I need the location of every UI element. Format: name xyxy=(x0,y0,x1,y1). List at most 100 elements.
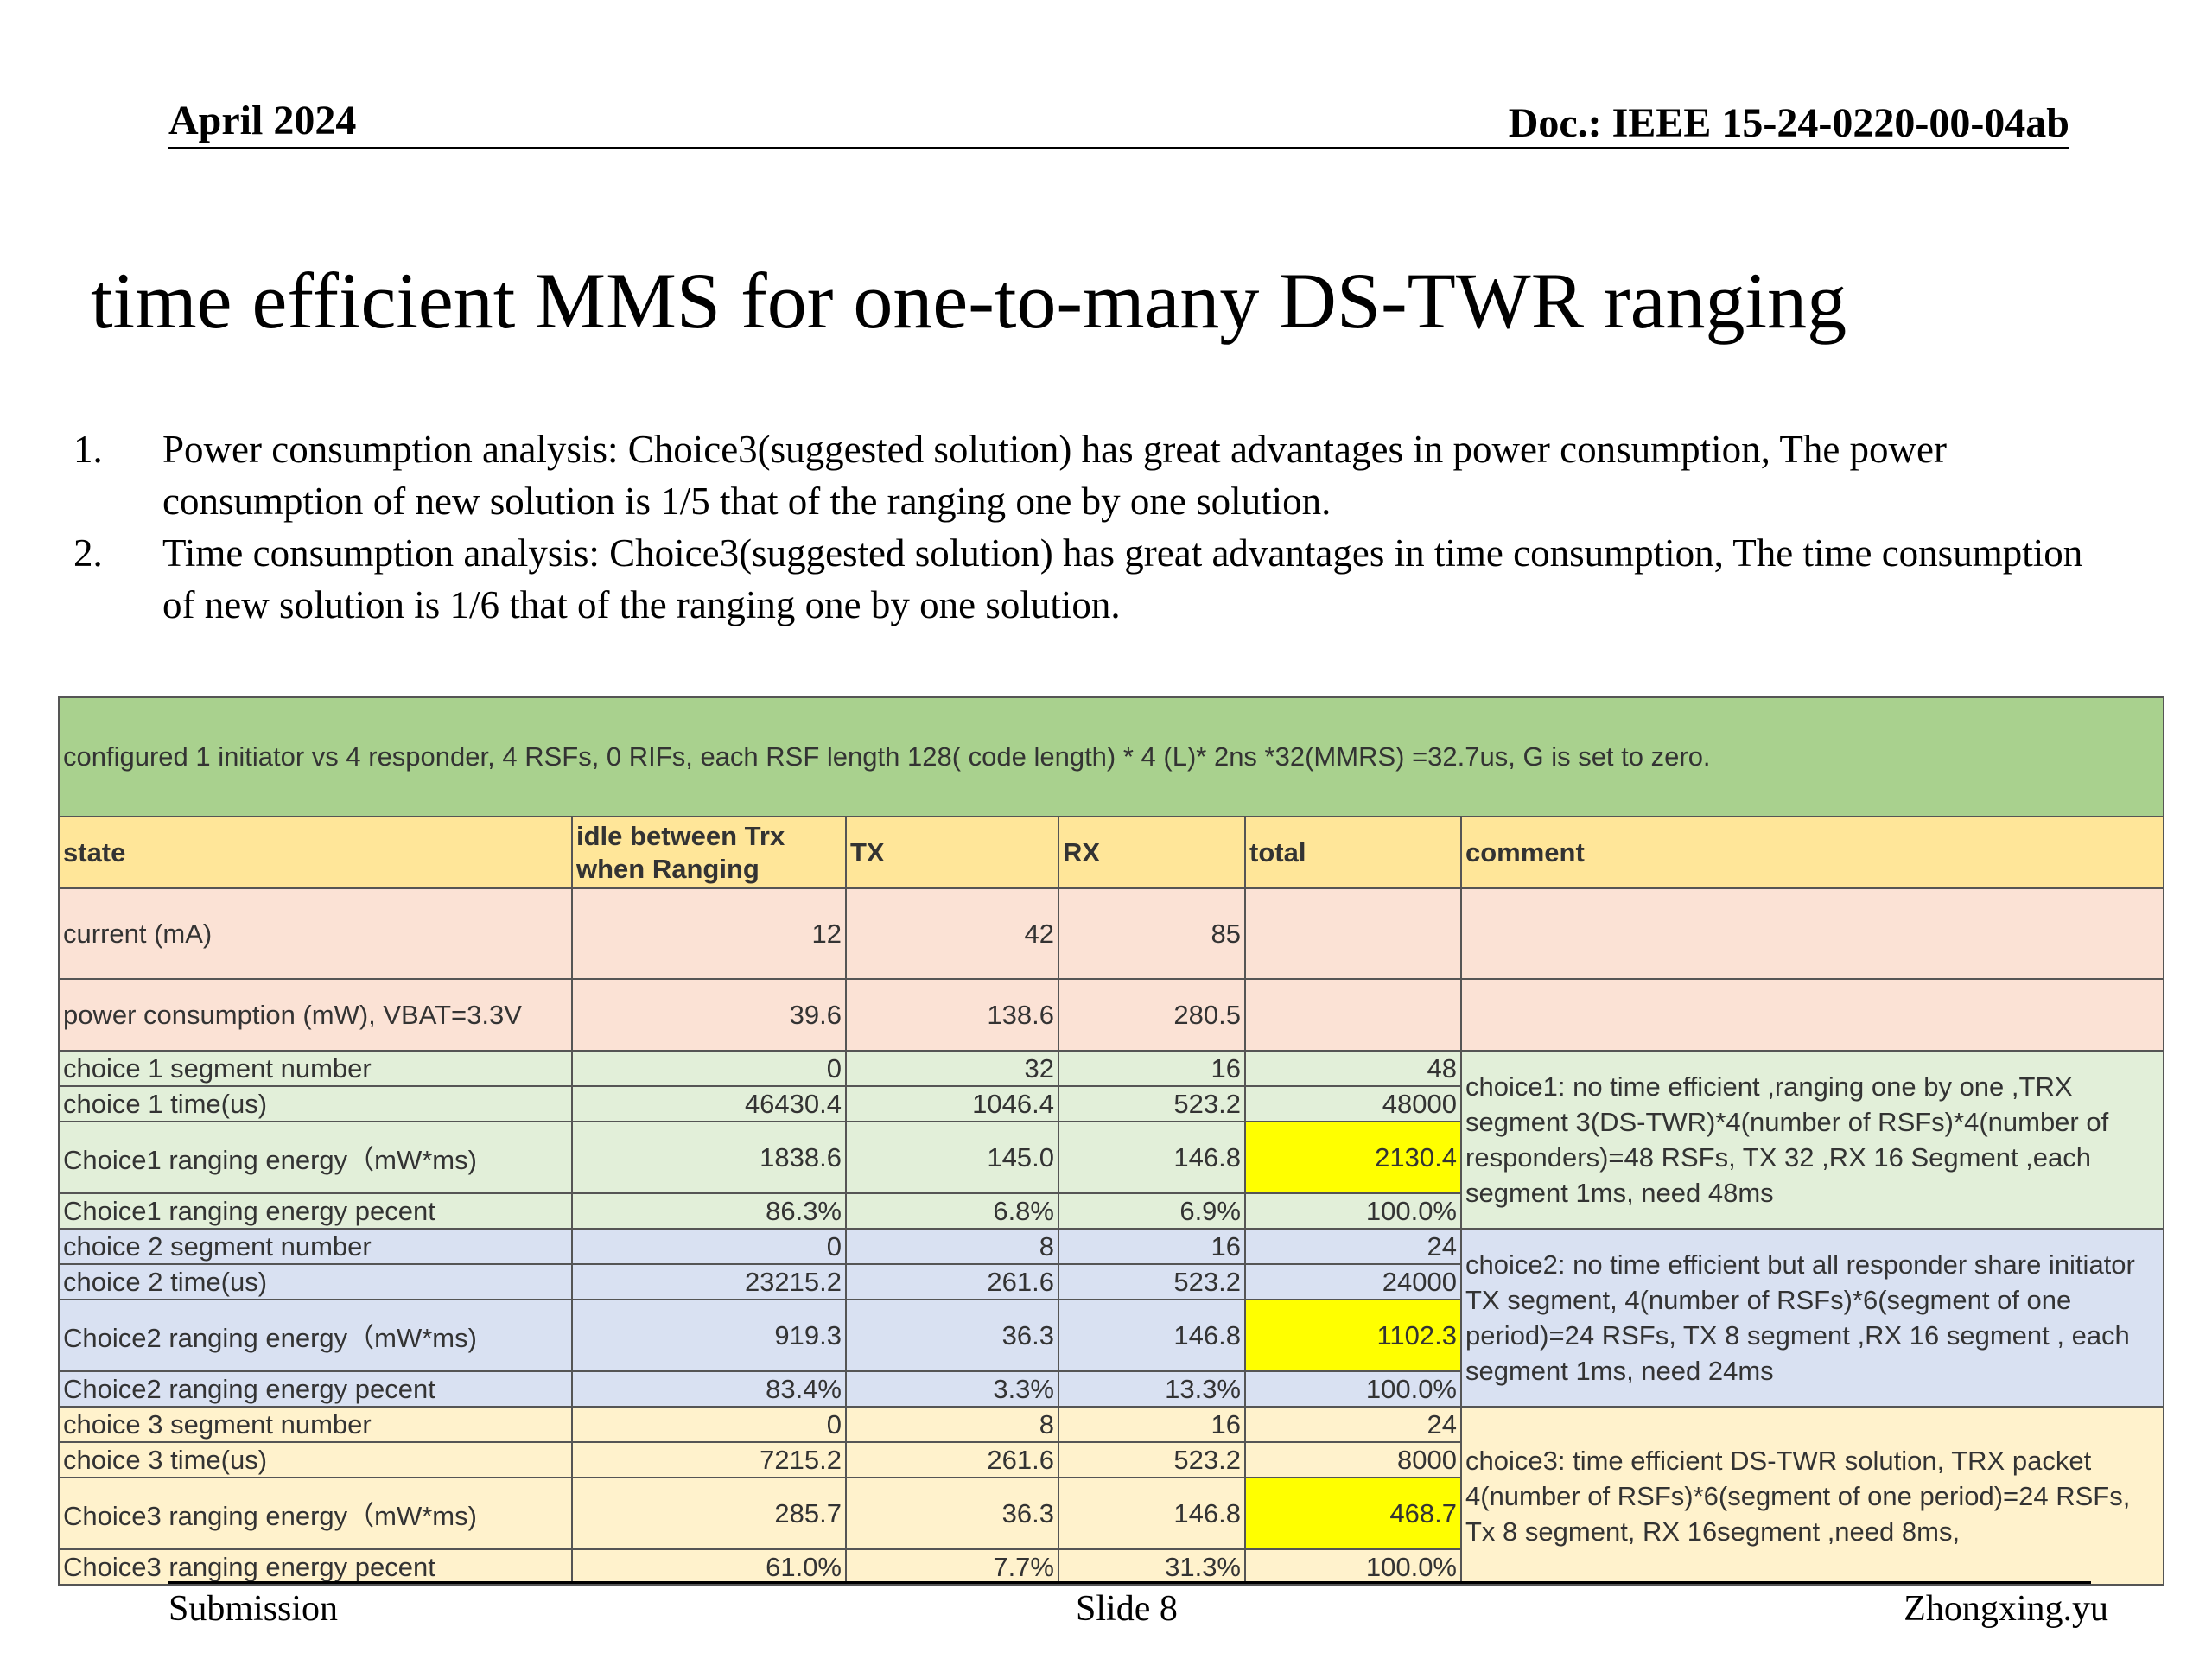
row-label: power consumption (mW), VBAT=3.3V xyxy=(58,978,573,1052)
cell-idle: 1838.6 xyxy=(571,1121,847,1194)
table-row: choice 2 segment number 0 8 16 24 choice… xyxy=(58,1228,2165,1408)
header-date: April 2024 xyxy=(168,98,357,143)
cell-total: 100.0% xyxy=(1244,1548,1462,1586)
row-label: choice 1 time(us) xyxy=(58,1085,573,1122)
bullet-item: 1. Power consumption analysis: Choice3(s… xyxy=(73,423,2113,527)
cell-tx: 8 xyxy=(845,1406,1059,1443)
table-row: Choice3 ranging energy（mW*ms) 285.7 36.3… xyxy=(58,1477,2164,1550)
cell-total: 100.0% xyxy=(1244,1192,1462,1230)
cell-idle: 83.4% xyxy=(571,1370,847,1408)
bullet-text: Time consumption analysis: Choice3(sugge… xyxy=(162,531,2083,626)
cell-comment xyxy=(1459,978,2165,1052)
cell-idle: 12 xyxy=(571,887,847,980)
cell-idle: 23215.2 xyxy=(571,1263,847,1300)
footer-slide-number: Slide 8 xyxy=(1076,1589,1178,1629)
cell-total xyxy=(1244,978,1462,1052)
cell-rx: 16 xyxy=(1058,1406,1246,1443)
cell-total: 24 xyxy=(1244,1228,1462,1265)
footer-submission: Submission xyxy=(168,1589,339,1629)
cell-idle: 86.3% xyxy=(571,1192,847,1230)
config-note: configured 1 initiator vs 4 responder, 4… xyxy=(57,696,2165,817)
choice1-comment: choice1: no time efficient ,ranging one … xyxy=(1459,1050,2165,1230)
col-header-comment: comment xyxy=(1459,816,2165,889)
cell-total: 24 xyxy=(1244,1406,1462,1443)
cell-total: 24000 xyxy=(1244,1263,1462,1300)
cell-rx: 146.8 xyxy=(1058,1299,1246,1372)
power-analysis-table: configured 1 initiator vs 4 responder, 4… xyxy=(57,696,2165,1586)
cell-tx: 145.0 xyxy=(845,1121,1059,1194)
row-label: Choice1 ranging energy pecent xyxy=(58,1192,573,1230)
table-row: choice 1 segment number 0 32 16 48 choic… xyxy=(58,1050,2165,1230)
cell-total: 48000 xyxy=(1244,1085,1462,1122)
row-label: Choice2 ranging energy（mW*ms) xyxy=(58,1299,573,1372)
cell-rx: 13.3% xyxy=(1058,1370,1246,1408)
row-label: Choice1 ranging energy（mW*ms) xyxy=(58,1121,573,1194)
row-label: current (mA) xyxy=(58,887,573,980)
col-header-idle: idle between Trx when Ranging xyxy=(571,816,847,889)
cell-tx: 42 xyxy=(845,887,1059,980)
col-header-total: total xyxy=(1244,816,1462,889)
cell-total-highlight: 468.7 xyxy=(1244,1477,1462,1550)
cell-tx: 32 xyxy=(845,1050,1059,1087)
cell-tx: 36.3 xyxy=(845,1477,1059,1550)
choice2-comment: choice2: no time efficient but all respo… xyxy=(1459,1228,2165,1408)
cell-tx: 1046.4 xyxy=(845,1085,1059,1122)
header-doc-id: Doc.: IEEE 15-24-0220-00-04ab xyxy=(1508,100,2069,146)
header-divider xyxy=(168,147,2069,149)
col-header-tx: TX xyxy=(845,816,1059,889)
cell-idle: 7215.2 xyxy=(571,1441,847,1478)
cell-total: 48 xyxy=(1244,1050,1462,1087)
cell-rx: 16 xyxy=(1058,1228,1246,1265)
table-row: current (mA) 12 42 85 xyxy=(58,887,2165,980)
cell-tx: 8 xyxy=(845,1228,1059,1265)
cell-idle: 39.6 xyxy=(571,978,847,1052)
row-label: choice 3 time(us) xyxy=(58,1441,573,1478)
table-row: Choice1 ranging energy pecent 86.3% 6.8%… xyxy=(58,1192,2164,1230)
cell-rx: 523.2 xyxy=(1058,1085,1246,1122)
cell-tx: 7.7% xyxy=(845,1548,1059,1586)
table-header-row: state idle between Trx when Ranging TX R… xyxy=(58,816,2165,889)
cell-rx: 523.2 xyxy=(1058,1263,1246,1300)
row-label: choice 2 segment number xyxy=(58,1228,573,1265)
cell-idle: 285.7 xyxy=(571,1477,847,1550)
cell-total: 100.0% xyxy=(1244,1370,1462,1408)
cell-tx: 261.6 xyxy=(845,1441,1059,1478)
cell-total-highlight: 2130.4 xyxy=(1244,1121,1462,1194)
row-label: choice 3 segment number xyxy=(58,1406,573,1443)
cell-rx: 280.5 xyxy=(1058,978,1246,1052)
cell-total-highlight: 1102.3 xyxy=(1244,1299,1462,1372)
table-row: choice 3 segment number 0 8 16 24 choice… xyxy=(58,1406,2165,1586)
cell-rx: 146.8 xyxy=(1058,1477,1246,1550)
row-label: choice 1 segment number xyxy=(58,1050,573,1087)
row-label: Choice2 ranging energy pecent xyxy=(58,1370,573,1408)
cell-rx: 146.8 xyxy=(1058,1121,1246,1194)
cell-rx: 31.3% xyxy=(1058,1548,1246,1586)
cell-idle: 46430.4 xyxy=(571,1085,847,1122)
cell-rx: 6.9% xyxy=(1058,1192,1246,1230)
row-label: choice 2 time(us) xyxy=(58,1263,573,1300)
cell-tx: 138.6 xyxy=(845,978,1059,1052)
cell-tx: 6.8% xyxy=(845,1192,1059,1230)
table-row: power consumption (mW), VBAT=3.3V 39.6 1… xyxy=(58,978,2165,1052)
footer-author: Zhongxing.yu xyxy=(1904,1589,2108,1629)
bullet-number: 1. xyxy=(73,428,103,471)
table-row: Choice2 ranging energy pecent 83.4% 3.3%… xyxy=(58,1370,2164,1408)
row-label: Choice3 ranging energy（mW*ms) xyxy=(58,1477,573,1550)
slide-title: time efficient MMS for one-to-many DS-TW… xyxy=(91,257,1847,345)
cell-idle: 919.3 xyxy=(571,1299,847,1372)
cell-comment xyxy=(1459,887,2165,980)
cell-tx: 261.6 xyxy=(845,1263,1059,1300)
cell-rx: 85 xyxy=(1058,887,1246,980)
bullet-text: Power consumption analysis: Choice3(sugg… xyxy=(162,428,1948,523)
cell-total: 8000 xyxy=(1244,1441,1462,1478)
table-row: choice 2 time(us) 23215.2 261.6 523.2 24… xyxy=(58,1263,2164,1300)
cell-idle: 61.0% xyxy=(571,1548,847,1586)
col-header-rx: RX xyxy=(1058,816,1246,889)
cell-tx: 3.3% xyxy=(845,1370,1059,1408)
bullet-list: 1. Power consumption analysis: Choice3(s… xyxy=(73,423,2113,631)
cell-idle: 0 xyxy=(571,1050,847,1087)
cell-tx: 36.3 xyxy=(845,1299,1059,1372)
cell-total xyxy=(1244,887,1462,980)
cell-rx: 16 xyxy=(1058,1050,1246,1087)
bullet-number: 2. xyxy=(73,531,103,575)
